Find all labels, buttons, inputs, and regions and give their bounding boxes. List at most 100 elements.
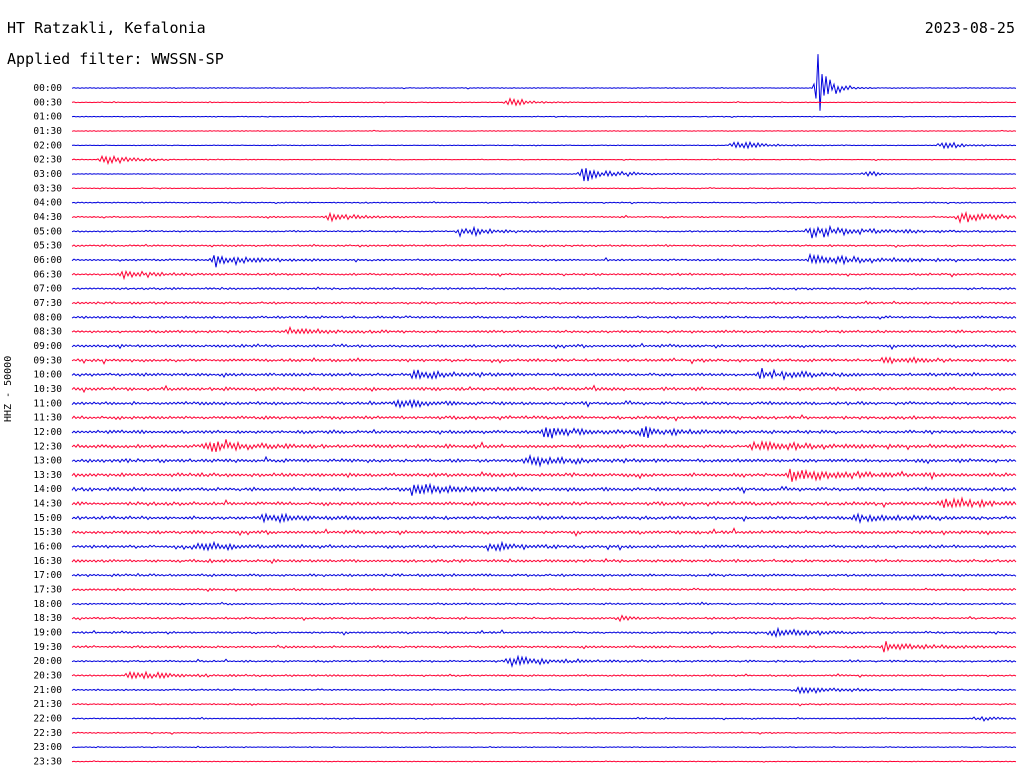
trace-line — [71, 300, 1017, 305]
trace-line — [71, 367, 1017, 381]
trace-line — [71, 512, 1017, 525]
time-tick-label: 18:30 — [33, 613, 62, 624]
date-label: 2023-08-25 — [924, 19, 1015, 37]
trace-line — [71, 325, 1017, 335]
trace-line — [71, 269, 1017, 281]
time-tick-label: 11:30 — [33, 413, 62, 424]
trace-line — [71, 201, 1017, 205]
trace-line — [71, 557, 1017, 565]
time-tick-label: 17:30 — [33, 585, 62, 596]
trace-line — [71, 129, 1017, 132]
time-tick-label: 14:00 — [33, 484, 62, 495]
time-tick-label: 04:30 — [33, 212, 62, 223]
time-tick-label: 03:30 — [33, 183, 62, 194]
time-tick-label: 03:00 — [33, 169, 62, 180]
filter-label: Applied filter: WWSSN-SP — [7, 50, 224, 68]
trace-line — [71, 140, 1017, 150]
trace-line — [71, 468, 1017, 482]
time-tick-label: 14:30 — [33, 499, 62, 510]
trace-line — [71, 745, 1017, 749]
time-tick-label: 09:30 — [33, 355, 62, 366]
trace-line — [71, 286, 1017, 291]
station-title: HT Ratzakli, Kefalonia — [7, 19, 206, 37]
time-tick-label: 22:00 — [33, 714, 62, 725]
time-tick-label: 20:30 — [33, 671, 62, 682]
time-tick-label: 06:30 — [33, 269, 62, 280]
trace-line — [71, 426, 1017, 439]
time-tick-label: 16:00 — [33, 542, 62, 553]
time-tick-label: 21:00 — [33, 685, 62, 696]
trace-line — [71, 540, 1017, 553]
time-tick-label: 07:30 — [33, 298, 62, 309]
trace-line — [71, 54, 1017, 111]
time-tick-label: 01:00 — [33, 112, 62, 123]
time-tick-label: 00:30 — [33, 97, 62, 108]
time-tick-label: 15:00 — [33, 513, 62, 524]
time-tick-label: 17:00 — [33, 570, 62, 581]
trace-line — [71, 252, 1017, 268]
trace-line — [71, 496, 1017, 509]
trace-line — [71, 186, 1017, 190]
time-tick-label: 07:00 — [33, 284, 62, 295]
trace-line — [71, 626, 1017, 639]
trace-line — [71, 686, 1017, 695]
time-tick-label: 23:00 — [33, 742, 62, 753]
trace-line — [71, 760, 1017, 763]
time-tick-label: 16:30 — [33, 556, 62, 567]
trace-line — [71, 572, 1017, 578]
time-tick-label: 18:00 — [33, 599, 62, 610]
time-tick-label: 10:30 — [33, 384, 62, 395]
time-tick-label: 05:30 — [33, 241, 62, 252]
trace-line — [71, 168, 1017, 182]
time-tick-label: 02:00 — [33, 140, 62, 151]
trace-line — [71, 641, 1017, 653]
time-tick-label: 12:00 — [33, 427, 62, 438]
trace-line — [71, 482, 1017, 496]
time-tick-label: 02:30 — [33, 155, 62, 166]
trace-line — [71, 154, 1017, 166]
time-tick-label: 11:00 — [33, 398, 62, 409]
trace-line — [71, 115, 1017, 118]
trace-line — [71, 210, 1017, 224]
time-tick-label: 13:00 — [33, 456, 62, 467]
trace-line — [71, 614, 1017, 623]
time-tick-label: 15:30 — [33, 527, 62, 538]
time-tick-label: 19:30 — [33, 642, 62, 653]
time-tick-label: 20:00 — [33, 656, 62, 667]
time-tick-label: 05:00 — [33, 226, 62, 237]
trace-line — [71, 702, 1017, 707]
trace-line — [71, 224, 1017, 239]
trace-line — [71, 342, 1017, 351]
time-tick-label: 13:30 — [33, 470, 62, 481]
trace-line — [71, 356, 1017, 365]
trace-line — [71, 670, 1017, 680]
time-tick-label: 04:00 — [33, 198, 62, 209]
trace-line — [71, 398, 1017, 409]
time-tick-label: 08:00 — [33, 312, 62, 323]
trace-line — [71, 97, 1017, 107]
time-tick-label: 00:00 — [33, 83, 62, 94]
trace-line — [71, 243, 1017, 249]
time-tick-label: 09:00 — [33, 341, 62, 352]
trace-line — [71, 587, 1017, 593]
trace-line — [71, 315, 1017, 320]
trace-line — [71, 527, 1017, 538]
trace-line — [71, 453, 1017, 468]
trace-line — [71, 439, 1017, 453]
trace-line — [71, 601, 1017, 606]
time-tick-label: 21:30 — [33, 699, 62, 710]
time-tick-label: 10:00 — [33, 370, 62, 381]
time-tick-label: 22:30 — [33, 728, 62, 739]
trace-line — [71, 654, 1017, 668]
trace-line — [71, 715, 1017, 722]
time-tick-label: 06:00 — [33, 255, 62, 266]
time-tick-label: 01:30 — [33, 126, 62, 137]
trace-line — [71, 384, 1017, 394]
trace-line — [71, 414, 1017, 422]
time-tick-label: 12:30 — [33, 441, 62, 452]
time-tick-label: 19:00 — [33, 628, 62, 639]
time-tick-label: 23:30 — [33, 757, 62, 768]
time-tick-label: 08:30 — [33, 327, 62, 338]
trace-line — [71, 731, 1017, 735]
